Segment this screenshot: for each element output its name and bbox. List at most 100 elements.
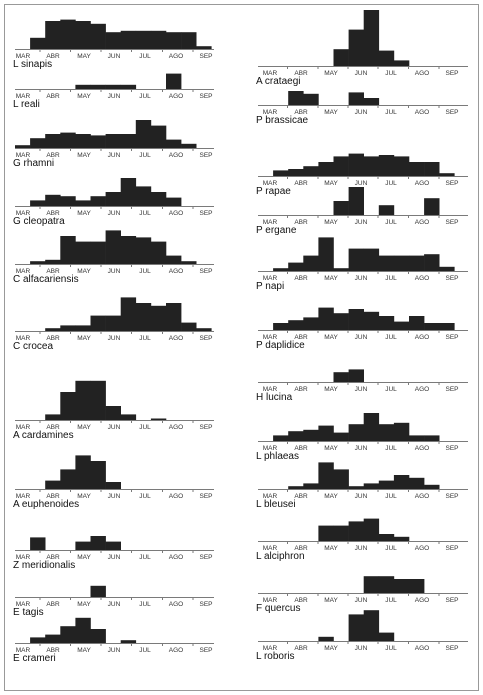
bar — [45, 634, 61, 643]
month-tick-label: ABR — [294, 70, 308, 77]
bar — [393, 422, 410, 441]
bar — [166, 73, 182, 89]
month-tick-label: JUN — [108, 554, 121, 561]
month-tick-label: AGO — [415, 70, 429, 77]
bar — [120, 297, 137, 331]
bar — [30, 37, 46, 49]
month-tick-label: JUL — [385, 219, 397, 226]
bar — [363, 98, 380, 105]
bar — [196, 46, 212, 49]
species-name: L phlaeas — [256, 451, 299, 462]
bar — [348, 486, 364, 489]
bar — [424, 323, 440, 330]
month-tick-label: MAY — [77, 93, 91, 100]
month-tick-label: JUN — [355, 109, 368, 116]
bar — [318, 425, 334, 441]
month-tick-label: ABR — [294, 597, 308, 604]
month-tick-label: JUL — [385, 334, 397, 341]
bar — [273, 170, 289, 176]
month-tick-label: JUN — [108, 601, 121, 608]
bar — [90, 536, 106, 550]
month-tick-label: MAR — [16, 424, 31, 431]
species-name: L roboris — [256, 651, 295, 662]
month-tick-label: ABR — [46, 647, 60, 654]
month-tick-label: MAR — [16, 152, 31, 159]
month-tick-label: AGO — [415, 445, 429, 452]
bar — [409, 316, 425, 330]
month-tick-label: AGO — [169, 210, 183, 217]
month-tick-label: SEP — [445, 645, 458, 652]
species-name: A crataegi — [256, 76, 300, 87]
month-tick-label: MAY — [77, 424, 91, 431]
bar — [45, 134, 61, 148]
species-panel: MAR ABR MAY JUN JUL AGO SEP A crataegi — [256, 10, 468, 87]
month-tick-label: JUL — [139, 268, 151, 275]
bar — [288, 320, 304, 330]
month-tick-label: SEP — [199, 210, 212, 217]
species-panel: MAR ABR MAY JUN JUL AGO SEP G rhamni — [13, 120, 214, 169]
bar — [288, 91, 304, 105]
species-panel: MAR ABR MAY JUN JUL AGO SEP E crameri — [13, 617, 214, 664]
bar — [393, 156, 410, 176]
species-panel: MAR ABR MAY JUN JUL AGO SEP P daplidice — [256, 307, 468, 351]
month-tick-label: SEP — [445, 445, 458, 452]
bar — [30, 138, 46, 148]
month-tick-label: AGO — [169, 268, 183, 275]
bar — [105, 84, 121, 89]
month-tick-label: ABR — [46, 601, 60, 608]
bar — [333, 432, 349, 441]
month-tick-label: MAR — [263, 70, 278, 77]
month-tick-label: ABR — [46, 554, 60, 561]
bar — [45, 414, 61, 420]
bar — [60, 469, 76, 489]
species-name: C crocea — [13, 341, 53, 352]
bar — [166, 197, 182, 206]
month-tick-label: AGO — [415, 109, 429, 116]
month-tick-label: AGO — [415, 493, 429, 500]
month-tick-label: MAR — [16, 268, 31, 275]
species-panel: MAR ABR MAY JUN JUL AGO SEP P brassicae — [256, 91, 468, 126]
species-name: P rapae — [256, 186, 291, 197]
month-tick-label: MAY — [324, 493, 338, 500]
species-name: H lucina — [256, 392, 293, 403]
bar — [348, 424, 364, 441]
month-tick-label: JUL — [139, 424, 151, 431]
month-tick-label: SEP — [199, 424, 212, 431]
bar — [166, 255, 182, 264]
month-tick-label: JUL — [139, 554, 151, 561]
species-name: L bleusei — [256, 499, 296, 510]
month-tick-label: MAR — [16, 601, 31, 608]
species-name: L sinapis — [13, 59, 52, 70]
species-name: G rhamni — [13, 158, 54, 169]
bar — [60, 626, 76, 643]
bar — [393, 255, 410, 271]
bar — [424, 435, 440, 441]
bar — [363, 10, 380, 66]
bar — [273, 435, 289, 441]
bar — [120, 414, 137, 420]
month-tick-label: JUN — [355, 545, 368, 552]
bar — [60, 325, 76, 331]
species-panel: MAR ABR MAY JUN JUL AGO SEP H lucina — [256, 369, 468, 403]
month-tick-label: JUN — [108, 268, 121, 275]
bar — [166, 303, 182, 331]
month-tick-label: MAY — [324, 70, 338, 77]
month-tick-label: ABR — [294, 545, 308, 552]
bar — [409, 477, 425, 489]
bar — [90, 23, 106, 49]
bar — [318, 162, 334, 176]
species-name: Z meridionalis — [13, 560, 75, 571]
month-tick-label: ABR — [294, 386, 308, 393]
bar — [90, 629, 106, 643]
bar — [273, 323, 289, 330]
species-panel: MAR ABR MAY JUN JUL AGO SEP L roboris — [256, 610, 468, 662]
bar — [424, 484, 440, 489]
bar — [424, 198, 440, 215]
month-tick-label: ABR — [294, 445, 308, 452]
month-tick-label: ABR — [46, 93, 60, 100]
species-panel: MAR ABR MAY JUN JUL AGO SEP P ergane — [256, 187, 468, 236]
species-name: P ergane — [256, 225, 297, 236]
bar — [181, 32, 197, 49]
month-tick-label: JUL — [385, 275, 397, 282]
